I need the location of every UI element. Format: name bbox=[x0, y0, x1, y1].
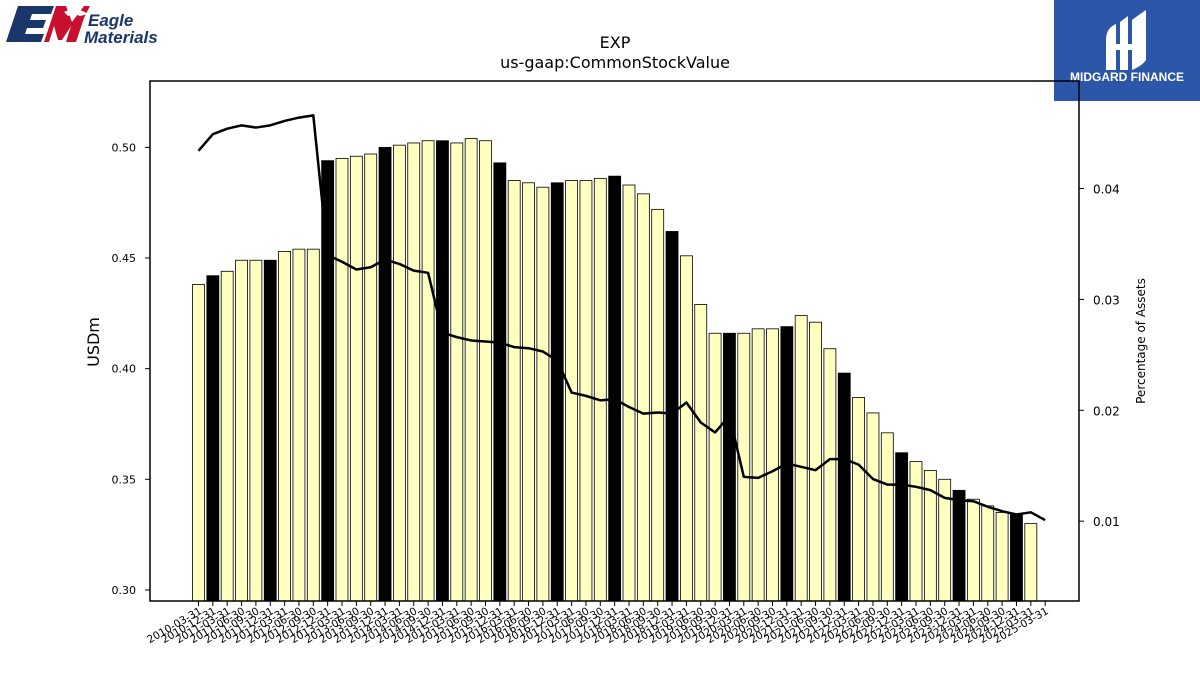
y2-axis-label: Percentage of Assets bbox=[1134, 278, 1148, 404]
bar bbox=[536, 186, 550, 602]
bar bbox=[967, 498, 980, 602]
bar bbox=[407, 142, 421, 602]
bar bbox=[1024, 523, 1038, 602]
eagle-logo-line2: Materials bbox=[84, 28, 158, 46]
bar bbox=[809, 321, 822, 602]
bar bbox=[579, 180, 593, 602]
bar bbox=[335, 158, 349, 602]
bar bbox=[981, 505, 995, 602]
bar bbox=[206, 275, 220, 602]
bar bbox=[952, 489, 966, 602]
series-line bbox=[197, 114, 1046, 522]
bar bbox=[493, 162, 507, 602]
bar bbox=[895, 452, 909, 602]
y2-axis: 0.01 0.02 0.03 0.04 bbox=[1079, 183, 1120, 529]
y-tick-label: 0.35 bbox=[112, 473, 137, 486]
bar bbox=[192, 284, 205, 602]
bar bbox=[464, 138, 478, 602]
bar bbox=[823, 348, 837, 602]
bar bbox=[794, 315, 808, 602]
bar bbox=[292, 248, 306, 602]
bar bbox=[708, 332, 722, 602]
y-axis: 0.30 0.35 0.40 0.45 0.50 bbox=[112, 141, 150, 597]
line-group bbox=[197, 114, 1046, 522]
y2-tick-label: 0.03 bbox=[1093, 293, 1120, 307]
bar bbox=[995, 512, 1009, 602]
bar bbox=[593, 177, 607, 602]
bar bbox=[694, 304, 708, 602]
bar bbox=[364, 153, 378, 602]
y-tick-label: 0.50 bbox=[112, 141, 137, 154]
bar bbox=[680, 255, 693, 602]
bar bbox=[1010, 514, 1023, 602]
chart-title: EXP bbox=[600, 33, 631, 52]
midgard-logo-text: MIDGARD FINANCE bbox=[1070, 70, 1184, 84]
bar bbox=[321, 160, 335, 602]
bar bbox=[263, 259, 277, 602]
bar bbox=[880, 432, 894, 602]
bar bbox=[723, 332, 736, 602]
eagle-logo-mark: Eagle Materials bbox=[6, 6, 158, 47]
bar bbox=[909, 461, 923, 602]
bar bbox=[349, 155, 363, 602]
y2-tick-label: 0.04 bbox=[1093, 183, 1120, 197]
bar bbox=[636, 193, 650, 602]
bar bbox=[507, 180, 521, 602]
bar bbox=[622, 184, 636, 602]
bar bbox=[450, 142, 464, 602]
bar bbox=[249, 259, 263, 602]
bars-group bbox=[192, 138, 1038, 602]
y2-tick-label: 0.02 bbox=[1093, 404, 1120, 418]
bar bbox=[608, 175, 622, 602]
bar bbox=[436, 140, 449, 602]
y-tick-label: 0.40 bbox=[112, 363, 137, 376]
eagle-materials-logo: Eagle Materials bbox=[4, 4, 174, 47]
bar bbox=[306, 248, 320, 602]
bar bbox=[522, 182, 535, 602]
x-axis: 2010-03-312010-12-312011-03-312011-06-30… bbox=[145, 601, 1051, 646]
y-tick-label: 0.45 bbox=[112, 252, 137, 265]
bar bbox=[392, 144, 406, 602]
bar bbox=[421, 140, 435, 602]
y-axis-label: USDm bbox=[84, 317, 103, 367]
midgard-finance-logo: MIDGARD FINANCE bbox=[1054, 0, 1200, 101]
bar bbox=[235, 259, 248, 602]
bar bbox=[479, 140, 492, 602]
bar bbox=[378, 146, 392, 602]
bar bbox=[852, 397, 865, 602]
bar bbox=[866, 412, 880, 602]
y2-tick-label: 0.01 bbox=[1093, 515, 1120, 529]
bar bbox=[651, 208, 665, 602]
y-tick-label: 0.30 bbox=[112, 584, 137, 597]
bar bbox=[665, 231, 679, 602]
bar bbox=[766, 328, 779, 602]
bar bbox=[550, 182, 564, 602]
bar bbox=[220, 270, 234, 602]
bar bbox=[837, 372, 851, 602]
bar bbox=[751, 328, 765, 602]
chart-subtitle: us-gaap:CommonStockValue bbox=[500, 53, 730, 72]
midgard-logo-mark: MIDGARD FINANCE bbox=[1070, 10, 1184, 84]
bar bbox=[737, 332, 751, 602]
eagle-logo-line1: Eagle bbox=[88, 11, 133, 30]
bar bbox=[278, 250, 292, 602]
